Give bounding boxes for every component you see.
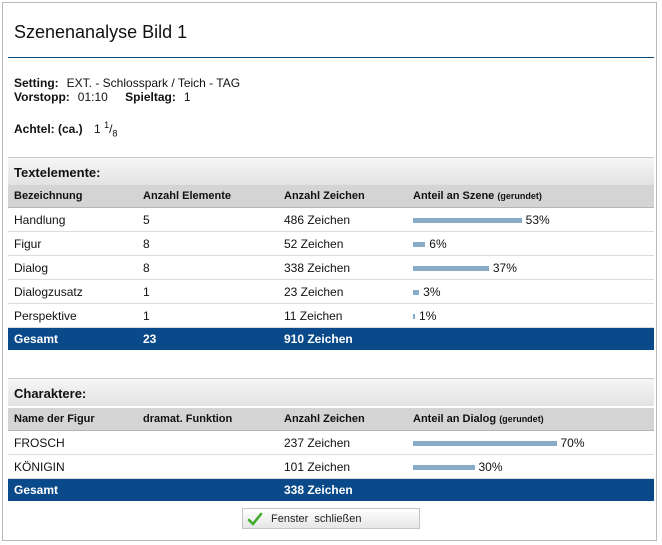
element-count: 8 xyxy=(137,255,278,280)
element-chars: 11 Zeichen xyxy=(278,303,407,328)
share-label: 53% xyxy=(525,212,550,227)
col-bezeichnung: Bezeichnung xyxy=(8,185,137,208)
table-row: Dialog 8 338 Zeichen 37% xyxy=(8,255,654,280)
share-cell: 30% xyxy=(407,454,654,479)
total-row: Gesamt 23 910 Zeichen xyxy=(8,327,654,350)
total-chars: 910 Zeichen xyxy=(278,327,407,350)
text-elements-table: Bezeichnung Anzahl Elemente Anzahl Zeich… xyxy=(8,185,654,350)
achtel-whole: 1 xyxy=(94,122,101,136)
character-name: FROSCH xyxy=(8,430,137,455)
element-count: 8 xyxy=(137,231,278,256)
character-function xyxy=(137,454,278,479)
vorstopp-label: Vorstopp: xyxy=(14,90,70,104)
element-name: Figur xyxy=(8,231,137,256)
element-name: Perspektive xyxy=(8,303,137,328)
character-chars: 237 Zeichen xyxy=(278,430,407,455)
spieltag-value: 1 xyxy=(183,90,191,104)
achtel-denominator: 8 xyxy=(112,128,118,139)
share-bar xyxy=(413,217,522,223)
characters-heading: Charaktere: xyxy=(8,378,654,406)
share-label: 70% xyxy=(560,435,585,450)
total-chars: 338 Zeichen xyxy=(278,478,407,501)
share-cell: 53% xyxy=(407,207,654,232)
close-button-label: Fenster schließen xyxy=(271,512,362,525)
table-header-row: Bezeichnung Anzahl Elemente Anzahl Zeich… xyxy=(8,185,654,208)
character-chars: 101 Zeichen xyxy=(278,454,407,479)
characters-table: Name der Figur dramat. Funktion Anzahl Z… xyxy=(8,408,654,501)
share-bar xyxy=(413,289,420,295)
title-divider xyxy=(8,57,654,58)
text-elements-heading: Textelemente: xyxy=(8,157,654,185)
share-bar xyxy=(413,440,557,446)
setting-line: Setting: EXT. - Schlosspark / Teich - TAG xyxy=(14,76,240,90)
col-anteil-szene: Anteil an Szene (gerundet) xyxy=(407,185,654,208)
setting-label: Setting: xyxy=(14,76,59,90)
table-row: KÖNIGIN 101 Zeichen 30% xyxy=(8,454,654,479)
element-chars: 52 Zeichen xyxy=(278,231,407,256)
element-count: 1 xyxy=(137,279,278,304)
element-chars: 486 Zeichen xyxy=(278,207,407,232)
share-cell: 1% xyxy=(407,303,654,328)
achtel-value: 1 1/8 xyxy=(94,120,118,139)
table-row: FROSCH 237 Zeichen 70% xyxy=(8,430,654,455)
col-anzahl-elemente: Anzahl Elemente xyxy=(137,185,278,208)
share-cell: 37% xyxy=(407,255,654,280)
share-label: 3% xyxy=(423,284,441,299)
table-row: Perspektive 1 11 Zeichen 1% xyxy=(8,303,654,328)
share-bar xyxy=(413,241,426,247)
share-bar xyxy=(413,313,416,319)
col-anteil-dialog: Anteil an Dialog (gerundet) xyxy=(407,408,654,431)
col-name-figur: Name der Figur xyxy=(8,408,137,431)
character-function xyxy=(137,430,278,455)
total-count: 23 xyxy=(137,327,278,350)
setting-value: EXT. - Schlosspark / Teich - TAG xyxy=(66,76,241,90)
element-name: Handlung xyxy=(8,207,137,232)
page-title: Szenenanalyse Bild 1 xyxy=(14,22,188,42)
element-name: Dialogzusatz xyxy=(8,279,137,304)
element-chars: 338 Zeichen xyxy=(278,255,407,280)
col-anzahl-zeichen: Anzahl Zeichen xyxy=(278,185,407,208)
table-row: Handlung 5 486 Zeichen 53% xyxy=(8,207,654,232)
element-chars: 23 Zeichen xyxy=(278,279,407,304)
achtel-label: Achtel: (ca.) xyxy=(14,122,83,136)
table-row: Dialogzusatz 1 23 Zeichen 3% xyxy=(8,279,654,304)
share-label: 1% xyxy=(419,308,437,323)
total-row: Gesamt 338 Zeichen xyxy=(8,478,654,501)
element-name: Dialog xyxy=(8,255,137,280)
share-label: 6% xyxy=(429,236,447,251)
total-empty xyxy=(407,478,654,501)
share-bar xyxy=(413,464,475,470)
achtel-numerator: 1 xyxy=(104,120,110,130)
share-label: 30% xyxy=(478,459,503,474)
character-name: KÖNIGIN xyxy=(8,454,137,479)
total-empty xyxy=(137,478,278,501)
share-cell: 70% xyxy=(407,430,654,455)
share-bar xyxy=(413,265,489,271)
element-count: 5 xyxy=(137,207,278,232)
table-row: Figur 8 52 Zeichen 6% xyxy=(8,231,654,256)
element-count: 1 xyxy=(137,303,278,328)
close-window-button[interactable]: Fenster schließen xyxy=(242,508,420,529)
total-empty xyxy=(407,327,654,350)
col-anzahl-zeichen: Anzahl Zeichen xyxy=(278,408,407,431)
total-label: Gesamt xyxy=(8,327,137,350)
share-cell: 3% xyxy=(407,279,654,304)
share-cell: 6% xyxy=(407,231,654,256)
spieltag-label: Spieltag: xyxy=(125,90,176,104)
share-label: 37% xyxy=(492,260,517,275)
check-icon xyxy=(247,512,263,525)
vorstopp-value: 01:10 xyxy=(77,90,108,104)
total-label: Gesamt xyxy=(8,478,137,501)
achtel-line: Achtel: (ca.) 1 1/8 xyxy=(14,120,117,138)
vorstopp-line: Vorstopp: 01:10 Spieltag: 1 xyxy=(14,90,191,104)
table-header-row: Name der Figur dramat. Funktion Anzahl Z… xyxy=(8,408,654,431)
col-dramat-funktion: dramat. Funktion xyxy=(137,408,278,431)
